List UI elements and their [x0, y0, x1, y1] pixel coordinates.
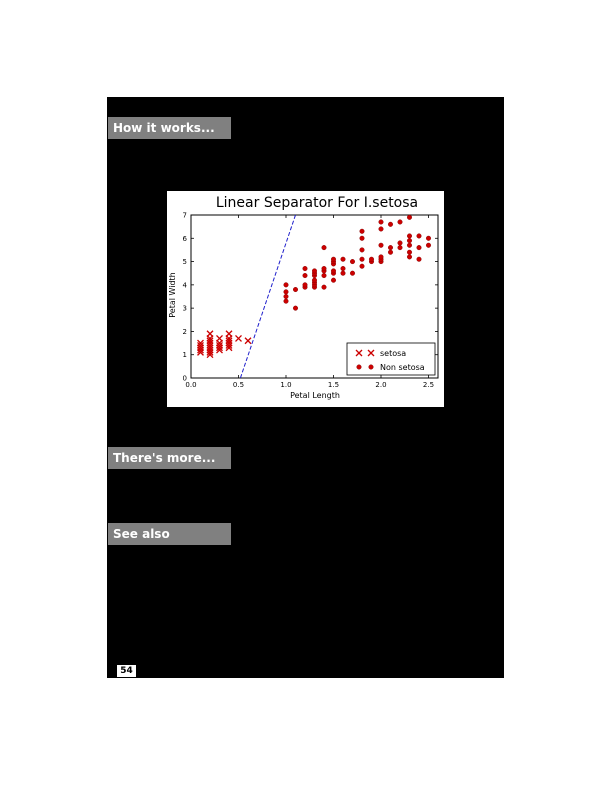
chart-marks	[197, 214, 432, 379]
non-setosa-point	[406, 254, 412, 260]
page-number: 54	[117, 665, 136, 677]
y-tick-label: 7	[183, 212, 187, 220]
setosa-point	[197, 344, 204, 352]
non-setosa-point	[397, 245, 403, 251]
x-tick-label: 1.0	[280, 381, 291, 389]
non-setosa-point	[387, 249, 393, 255]
section-heading-theres-more: There's more...	[108, 447, 231, 469]
non-setosa-point	[302, 273, 308, 279]
x-axis-ticks: 0.0 0.5 1.0 1.5 2.0 2.5	[185, 215, 434, 389]
y-axis-ticks: 0 1 2 3 4 5 6 7	[183, 212, 438, 383]
chart-legend: setosa Non setosa	[346, 342, 436, 376]
legend-marker-setosa	[367, 349, 375, 357]
setosa-point	[225, 330, 233, 338]
legend-label: setosa	[380, 349, 406, 358]
x-tick-label: 2.5	[423, 381, 434, 389]
non-setosa-point	[330, 277, 336, 283]
non-setosa-point	[302, 266, 308, 272]
non-setosa-point	[359, 247, 365, 253]
non-setosa-point	[416, 256, 422, 262]
chart-title: Linear Separator For I.setosa	[216, 195, 418, 211]
x-tick-label: 2.0	[375, 381, 386, 389]
non-setosa-point	[321, 284, 327, 290]
y-axis-label: Petal Width	[168, 272, 177, 318]
non-setosa-point	[387, 245, 393, 251]
non-setosa-point	[426, 242, 432, 248]
setosa-point	[206, 337, 214, 345]
non-setosa-point	[321, 245, 327, 251]
non-setosa-point	[378, 219, 384, 225]
non-setosa-point	[416, 233, 422, 239]
y-tick-label: 1	[183, 351, 187, 359]
setosa-point	[225, 344, 233, 352]
non-setosa-point	[349, 270, 355, 276]
non-setosa-point	[359, 256, 365, 262]
non-setosa-point	[397, 219, 403, 225]
non-setosa-point	[406, 238, 412, 244]
setosa-point	[216, 346, 223, 354]
non-setosa-point	[359, 263, 365, 269]
non-setosa-point	[378, 226, 384, 232]
legend-label: Non setosa	[380, 363, 425, 372]
setosa-point	[244, 337, 252, 345]
setosa-point	[197, 346, 204, 354]
non-setosa-point	[340, 270, 346, 276]
document-page: How it works... Linear Separator For I.s…	[107, 97, 504, 678]
non-setosa-point	[311, 268, 317, 274]
setosa-point	[206, 330, 214, 338]
plot-area-frame	[190, 214, 439, 379]
non-setosa-point	[321, 273, 327, 279]
non-setosa-point	[283, 293, 289, 299]
non-setosa-point	[330, 268, 336, 274]
x-tick-label: 0.5	[233, 381, 244, 389]
y-tick-label: 6	[183, 235, 188, 243]
separator-line	[239, 214, 296, 379]
non-setosa-point	[321, 266, 327, 272]
legend-marker-non-setosa	[356, 364, 362, 370]
legend-marker-setosa	[355, 349, 363, 357]
setosa-point	[235, 334, 242, 342]
non-setosa-point	[330, 256, 336, 262]
legend-marker-non-setosa	[368, 364, 374, 370]
x-tick-label: 0.0	[185, 381, 196, 389]
y-tick-label: 0	[183, 375, 187, 383]
non-setosa-point	[416, 245, 422, 251]
non-setosa-point	[387, 221, 393, 227]
non-setosa-point	[378, 254, 384, 260]
y-tick-label: 4	[183, 281, 188, 289]
non-setosa-point	[378, 242, 384, 248]
non-setosa-point	[406, 249, 412, 255]
non-setosa-point	[311, 277, 317, 283]
setosa-point	[225, 341, 233, 349]
non-setosa-point	[283, 298, 289, 304]
section-heading-how-it-works: How it works...	[108, 117, 231, 139]
setosa-point	[216, 339, 223, 347]
non-setosa-point	[349, 259, 355, 265]
non-setosa-point	[359, 235, 365, 241]
y-tick-label: 2	[183, 328, 187, 336]
non-setosa-point	[292, 287, 298, 293]
section-heading-see-also: See also	[108, 523, 231, 545]
non-setosa-point	[406, 233, 412, 239]
non-setosa-point	[302, 282, 308, 288]
setosa-point	[206, 348, 214, 356]
non-setosa-point	[368, 256, 374, 262]
non-setosa-point	[397, 240, 403, 246]
scatter-chart: Linear Separator For I.setosa 0 1 2 3 4 5 6 7 0…	[168, 195, 439, 400]
non-setosa-point	[283, 289, 289, 295]
non-setosa-point	[340, 266, 346, 272]
y-tick-label: 3	[183, 305, 187, 313]
y-tick-label: 5	[183, 258, 187, 266]
non-setosa-point	[292, 305, 298, 311]
non-setosa-point	[426, 235, 432, 241]
non-setosa-point	[406, 242, 412, 248]
x-tick-label: 1.5	[328, 381, 339, 389]
non-setosa-point	[406, 214, 412, 220]
x-axis-label: Petal Length	[290, 391, 340, 400]
chart-figure: Linear Separator For I.setosa 0 1 2 3 4 5 6 7 0…	[167, 191, 444, 407]
non-setosa-point	[359, 228, 365, 234]
legend-box	[346, 342, 436, 376]
non-setosa-point	[283, 282, 289, 288]
non-setosa-point	[340, 256, 346, 262]
